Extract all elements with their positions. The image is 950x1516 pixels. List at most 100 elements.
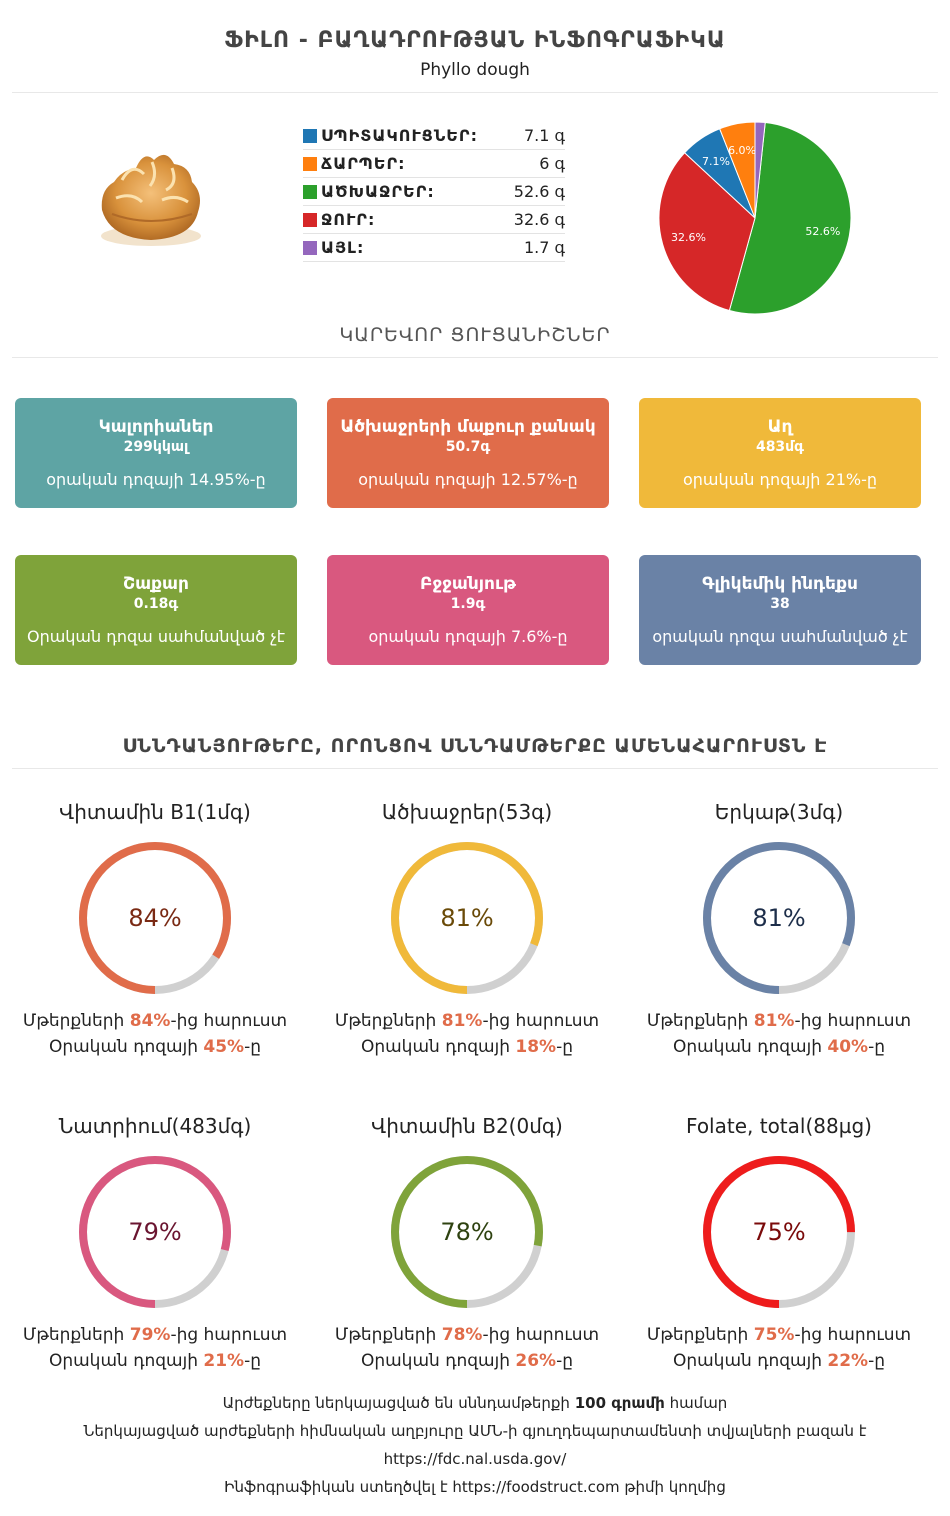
nutrient-ring-vitamin-b1: Վիտամին B1(1մգ) 84% Մթերքների 84%-ից հարու… [5,800,305,1060]
macro-label: ՋՈՒՐ: [321,210,376,229]
card-title: Աղ [767,417,793,437]
pie-label-water: 32.6% [671,231,706,244]
food-name: Phyllo dough [420,60,530,80]
divider [12,92,938,93]
card-value: 1.9գ [450,596,486,612]
ring-text: -ը [868,1037,886,1057]
ring-progress [703,1156,855,1308]
footer-text: համար [664,1394,728,1412]
macro-row-other: ԱՅԼ: 1.7 գ [303,234,565,262]
footer-bold: 100 գրամի [574,1394,665,1412]
card-note: Օրական դոզա սահմանված չէ [26,627,286,646]
ring-percent: 84% [128,904,181,932]
ring-text: Օրական դոզայի [48,1351,204,1371]
footer-text: Արժեքները ներկայացված են սննդամթերքի [222,1394,575,1412]
other-swatch [303,240,317,255]
ring-daily-line: Օրական դոզայի 22%-ը [629,1348,929,1374]
ring-text: -ից հարուստ [170,1325,288,1345]
ring-text: -ը [244,1351,262,1371]
net-carbs-card: Ածխաջրերի մաքուր քանակ 50.7գ օրական դոզա… [327,398,609,508]
ring-chart: 81% [703,842,855,994]
ring-text: Օրական դոզայի [360,1037,516,1057]
ring-rich-line: Մթերքների 84%-ից հարուստ [5,1008,305,1034]
card-value: 299կկալ [123,439,189,455]
ring-text: Մթերքների [334,1011,442,1031]
ring-text: -ը [556,1037,574,1057]
macro-value: 32.6 գ [513,210,565,229]
ring-rich-line: Մթերքների 78%-ից հարուստ [317,1322,617,1348]
footer-source-link[interactable]: https://fdc.nal.usda.gov/ [383,1450,567,1468]
ring-label: Ածխաջրեր(53գ) [381,800,553,824]
ring-daily-percent: 22% [827,1351,869,1371]
macro-row-protein: ՍՊԻՏԱԿՈՒՑՆԵՐ: 7.1 գ [303,122,565,150]
card-value: 38 [770,596,790,612]
macro-row-fat: ՃԱՐՊԵՐ: 6 գ [303,150,565,178]
macro-row-carbs: ԱԾԽԱՋՐԵՐ: 52.6 գ [303,178,565,206]
ring-rich-line: Մթերքների 79%-ից հարուստ [5,1322,305,1348]
ring-text: Մթերքների [334,1325,442,1345]
ring-text: Օրական դոզայի [672,1037,828,1057]
foodstruct-link[interactable]: https://foodstruct.com [452,1478,620,1496]
macro-label: ՃԱՐՊԵՐ: [321,154,406,173]
card-value: 0.18գ [133,596,179,612]
ring-rich-percent: 81% [753,1011,795,1031]
ring-rich-line: Մթերքների 75%-ից հարուստ [629,1322,929,1348]
ring-daily-percent: 40% [827,1037,869,1057]
ring-progress [79,1156,231,1308]
ring-text: Օրական դոզայի [48,1037,204,1057]
ring-chart: 79% [79,1156,231,1308]
nutrient-ring-folate: Folate, total(88µg) 75% Մթերքների 75%-ից հ… [629,1114,929,1374]
ring-text: -ը [556,1351,574,1371]
macro-value: 52.6 գ [513,182,565,201]
ring-progress [703,842,855,994]
ring-progress [391,1156,543,1308]
ring-daily-percent: 26% [515,1351,557,1371]
ring-text: Մթերքների [646,1325,754,1345]
card-title: Ածխաջրերի մաքուր քանակ [340,417,596,437]
pie-label-carbs: 52.6% [805,225,840,238]
card-note: օրական դոզայի 14.95%-ը [46,470,266,489]
macro-value: 6 գ [539,154,565,173]
macro-label: ԱԾԽԱՋՐԵՐ: [321,182,435,201]
water-swatch [303,212,317,227]
ring-daily-line: Օրական դոզայի 26%-ը [317,1348,617,1374]
ring-percent: 79% [128,1218,181,1246]
nutrient-ring-vitamin-b2: Վիտամին B2(0մգ) 78% Մթերքների 78%-ից հարու… [317,1114,617,1374]
ring-text: -ից հարուստ [794,1011,912,1031]
fat-swatch [303,156,317,171]
card-note: օրական դոզայի 7.6%-ը [368,627,568,646]
phyllo-pastry-image [101,154,201,246]
ring-rich-percent: 81% [441,1011,483,1031]
card-note: օրական դոզա սահմանված չէ [652,627,908,646]
salt-card: Աղ 483մգ օրական դոզայի 21%-ը [639,398,921,508]
card-title: Կալորիաներ [98,417,214,437]
ring-rich-percent: 84% [129,1011,171,1031]
footer-text: Ինֆոգրաֆիկան ստեղծվել է [224,1478,453,1496]
ring-daily-line: Օրական դոզայի 18%-ը [317,1034,617,1060]
macro-table: ՍՊԻՏԱԿՈՒՑՆԵՐ: 7.1 գ ՃԱՐՊԵՐ: 6 գ ԱԾԽԱՋՐԵՐ… [303,122,565,262]
ring-text: Մթերքների [646,1011,754,1031]
footer-note-per-100g: Արժեքները ներկայացված են սննդամթերքի 100… [0,1394,950,1412]
card-title: Բջջանյութ [420,574,516,594]
ring-text: -ը [244,1037,262,1057]
divider [12,768,938,769]
ring-percent: 81% [440,904,493,932]
ring-text: Մթերքների [22,1325,130,1345]
ring-chart: 81% [391,842,543,994]
ring-label: Վիտամին B2(0մգ) [371,1114,563,1138]
footer-source: Ներկայացված արժեքների հիմնական աղբյուրը … [83,1422,867,1440]
ring-chart: 84% [79,842,231,994]
ring-text: -ից հարուստ [482,1325,600,1345]
ring-rich-percent: 75% [753,1325,795,1345]
macro-pie-chart: 52.6% 32.6% 7.1%6.0% [658,121,852,315]
ring-label: Նատրիում(483մգ) [58,1114,252,1138]
ring-daily-line: Օրական դոզայի 45%-ը [5,1034,305,1060]
ring-progress [391,842,543,994]
sugar-card: Շաքար 0.18գ Օրական դոզա սահմանված չէ [15,555,297,665]
ring-text: -ից հարուստ [170,1011,288,1031]
ring-chart: 75% [703,1156,855,1308]
carbs-swatch [303,184,317,199]
page-title: ՖԻԼՈ - ԲԱՂԱԴՐՈՒԹՅԱՆ ԻՆՖՈԳՐԱՖԻԿԱ [224,28,726,53]
macro-value: 1.7 գ [523,238,565,257]
card-note: օրական դոզայի 21%-ը [683,470,877,489]
